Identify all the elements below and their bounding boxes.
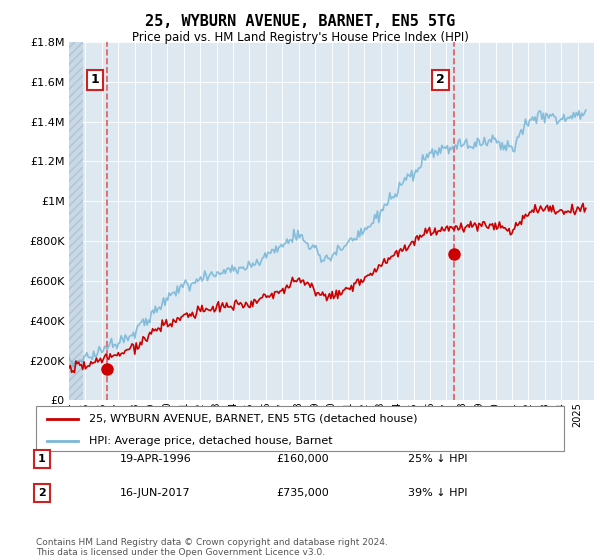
Text: 1: 1 <box>38 454 46 464</box>
Text: 25, WYBURN AVENUE, BARNET, EN5 5TG: 25, WYBURN AVENUE, BARNET, EN5 5TG <box>145 14 455 29</box>
Text: HPI: Average price, detached house, Barnet: HPI: Average price, detached house, Barn… <box>89 436 332 446</box>
Text: Contains HM Land Registry data © Crown copyright and database right 2024.
This d: Contains HM Land Registry data © Crown c… <box>36 538 388 557</box>
Text: 2: 2 <box>38 488 46 498</box>
Text: Price paid vs. HM Land Registry's House Price Index (HPI): Price paid vs. HM Land Registry's House … <box>131 31 469 44</box>
Bar <box>69 42 83 400</box>
Text: £160,000: £160,000 <box>276 454 329 464</box>
Text: 39% ↓ HPI: 39% ↓ HPI <box>408 488 467 498</box>
Text: 16-JUN-2017: 16-JUN-2017 <box>120 488 191 498</box>
FancyBboxPatch shape <box>36 406 564 451</box>
Text: 19-APR-1996: 19-APR-1996 <box>120 454 192 464</box>
Text: 25% ↓ HPI: 25% ↓ HPI <box>408 454 467 464</box>
Text: 1: 1 <box>91 73 100 86</box>
Text: 2: 2 <box>436 73 445 86</box>
Text: £735,000: £735,000 <box>276 488 329 498</box>
Text: 25, WYBURN AVENUE, BARNET, EN5 5TG (detached house): 25, WYBURN AVENUE, BARNET, EN5 5TG (deta… <box>89 413 418 423</box>
